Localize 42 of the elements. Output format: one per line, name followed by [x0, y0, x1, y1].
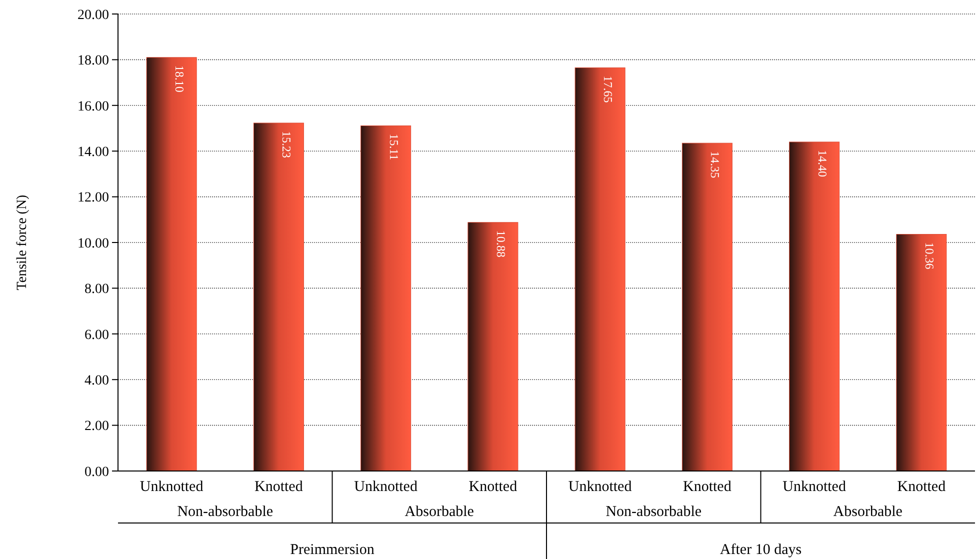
bar	[253, 122, 304, 472]
text: Absorbable	[833, 504, 903, 520]
x-tick-label: Unknotted	[782, 479, 846, 495]
x-tick-label: Knotted	[254, 479, 304, 495]
x-tick-label: Knotted	[683, 479, 732, 495]
data-label: 15.23	[280, 130, 294, 158]
text: After 10 days	[720, 542, 802, 558]
y-tick-label: 18.00	[78, 54, 109, 69]
x-tick-label: Unknotted	[140, 479, 204, 495]
bar	[896, 234, 947, 472]
data-label: 10.88	[494, 230, 508, 258]
bar	[682, 142, 732, 472]
bar	[574, 67, 626, 472]
y-tick-label: 10.00	[78, 236, 109, 252]
bar	[360, 125, 412, 472]
y-tick-label: 2.00	[84, 419, 109, 434]
y-tick-label: 16.00	[78, 99, 109, 114]
text: Non-absorbable	[177, 504, 274, 520]
data-label: 14.40	[815, 150, 830, 177]
x-tick-label: Unknotted	[568, 479, 632, 495]
x-tick-label: Knotted	[468, 479, 518, 495]
y-tick-label: 0.00	[84, 464, 109, 480]
x-tick-label: Knotted	[897, 479, 946, 495]
bar	[789, 142, 840, 472]
data-label: 10.36	[922, 242, 936, 270]
bar	[146, 57, 197, 472]
text: Absorbable	[404, 504, 474, 520]
y-tick-label: 12.00	[78, 190, 109, 206]
y-tick-label: 6.00	[84, 328, 109, 343]
y-tick-label: 14.00	[78, 145, 109, 160]
y-axis-title: Tensile force (N)	[15, 194, 30, 290]
data-label: 14.35	[708, 151, 722, 178]
y-tick-label: 4.00	[84, 374, 109, 388]
bar	[468, 222, 518, 472]
y-tick-label: 20.00	[78, 8, 109, 23]
data-label: 15.11	[386, 134, 401, 160]
text: Non-absorbable	[606, 504, 702, 520]
x-tick-label: Unknotted	[354, 479, 418, 495]
data-label: 17.65	[601, 76, 616, 103]
text: Preimmersion	[290, 542, 375, 558]
data-label: 18.10	[172, 65, 187, 92]
y-tick-label: 8.00	[84, 282, 109, 298]
